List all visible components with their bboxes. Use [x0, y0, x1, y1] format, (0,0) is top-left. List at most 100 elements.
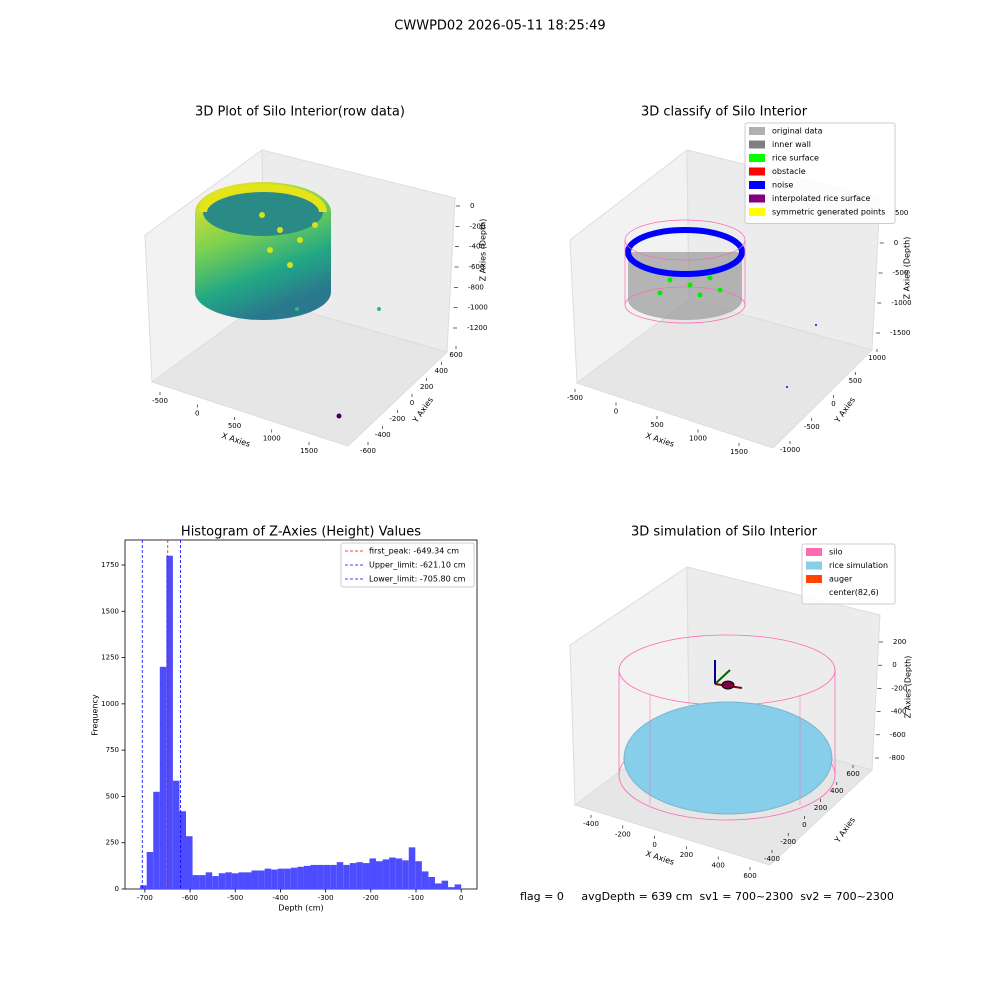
x-tick-label: 0 [614, 408, 618, 416]
legend-label: symmetric generated points [772, 208, 885, 217]
y-tick-label: 500 [106, 792, 119, 800]
histogram-bar [238, 872, 245, 889]
z-tick-label: -400 [469, 243, 485, 251]
legend-label: rice simulation [829, 561, 888, 570]
histogram-bar [402, 860, 409, 889]
histogram-bar [251, 870, 259, 889]
x-tick-label: -500 [567, 394, 583, 402]
legend-box [744, 122, 896, 224]
legend-label: inner wall [772, 140, 811, 149]
legend-label: center(82,6) [829, 588, 879, 597]
histogram-bar [454, 884, 462, 889]
histogram-bar [284, 868, 291, 889]
z-tick-label: 200 [893, 638, 906, 646]
histogram-bar [349, 863, 357, 889]
histogram-bar [356, 862, 363, 889]
histogram-bar [231, 873, 239, 889]
histogram-bar [179, 811, 187, 889]
legend-swatch [806, 548, 822, 556]
histogram-bar [153, 791, 160, 889]
histogram-bar [258, 870, 265, 889]
y-tick-label: 0 [802, 821, 806, 829]
z-tick-label: -600 [469, 263, 485, 271]
y-tick-label: 1000 [101, 700, 119, 708]
z-tick-label: 0 [894, 239, 898, 247]
legend-box [340, 542, 475, 588]
histogram-bar [382, 859, 390, 889]
y-tick-label: 1000 [868, 354, 886, 362]
legend-swatch [806, 575, 822, 583]
x-tick-label: 400 [712, 862, 725, 870]
histogram-bar [415, 861, 422, 889]
z-tick-label: -1000 [891, 299, 911, 307]
x-tick-label: 200 [680, 851, 693, 859]
histogram-bar [225, 872, 232, 889]
x-tick-label: -500 [227, 894, 243, 902]
z-tick-label: -200 [470, 222, 486, 230]
x-tick-label: -400 [583, 820, 599, 828]
histogram-bar [290, 867, 298, 889]
y-tick-label: 1500 [101, 607, 119, 615]
histogram-bar [218, 873, 226, 889]
histogram-bar [448, 887, 455, 889]
status-text: flag = 0 avgDepth = 639 cm sv1 = 700~230… [520, 890, 894, 903]
panel-3d-simulation [569, 566, 881, 866]
y-tick-label: -1000 [780, 446, 800, 454]
y-tick-label: -600 [360, 447, 376, 455]
histogram-bar [271, 869, 278, 889]
legend-box [801, 543, 896, 605]
z-axis-label: Z Axies (Depth) [904, 656, 913, 719]
y-tick-label: 0 [831, 400, 835, 408]
chart-title: 3D simulation of Silo Interior [631, 525, 818, 540]
x-tick-label: -500 [152, 397, 168, 405]
legend-swatch [749, 181, 765, 189]
x-tick-label: 0 [652, 841, 656, 849]
legend-label: Lower_limit: -705.80 cm [369, 575, 466, 584]
x-tick-label: 500 [228, 422, 241, 430]
y-tick-label: 200 [420, 383, 433, 391]
x-tick-label: -300 [318, 894, 334, 902]
y-tick-label: 1250 [101, 654, 119, 662]
legend-label: interpolated rice surface [772, 194, 870, 203]
histogram-bar [441, 880, 449, 889]
y-tick-label: 750 [106, 746, 119, 754]
legend-swatch [806, 588, 822, 597]
z-tick-label: -1000 [468, 304, 488, 312]
histogram-bar [244, 872, 252, 889]
x-tick-label: -100 [408, 894, 424, 902]
y-tick-label: -500 [804, 423, 820, 431]
y-tick-label: 600 [846, 770, 859, 778]
histogram-bar [159, 666, 167, 889]
x-tick-label: 0 [195, 410, 199, 418]
y-axis-label: Y Axies [832, 396, 857, 426]
z-tick-label: 500 [895, 209, 908, 217]
panel-3d-raw [144, 149, 456, 447]
x-tick-label: 1500 [730, 448, 748, 456]
x-tick-label: -200 [615, 830, 631, 838]
histogram-bar [205, 872, 213, 889]
legend-label: first_peak: -649.34 cm [369, 547, 459, 556]
histogram-bar [323, 864, 331, 889]
histogram-bar [264, 868, 272, 889]
z-tick-label: 0 [892, 661, 896, 669]
y-tick-label: 500 [849, 377, 862, 385]
histogram-bar [199, 875, 206, 889]
legend-label: silo [829, 548, 843, 557]
histogram-bar [172, 780, 180, 889]
x-tick-label: 1000 [263, 435, 281, 443]
histogram-bar [146, 851, 154, 889]
x-axis-label: Depth (cm) [278, 904, 323, 913]
histogram-bar [310, 864, 318, 889]
legend-swatch [749, 140, 765, 149]
histogram-bar [330, 864, 337, 889]
histogram-bar [408, 847, 416, 889]
legend-swatch [749, 167, 765, 176]
y-tick-label: 600 [449, 351, 462, 359]
z-axis-label: Z Axies (Depth) [479, 219, 488, 282]
chart-title: 3D Plot of Silo Interior(row data) [195, 105, 405, 120]
histogram-bar [303, 865, 311, 889]
legend-label: Upper_limit: -621.10 cm [369, 561, 466, 570]
histogram-bar [369, 858, 377, 889]
legend-label: noise [772, 181, 793, 190]
